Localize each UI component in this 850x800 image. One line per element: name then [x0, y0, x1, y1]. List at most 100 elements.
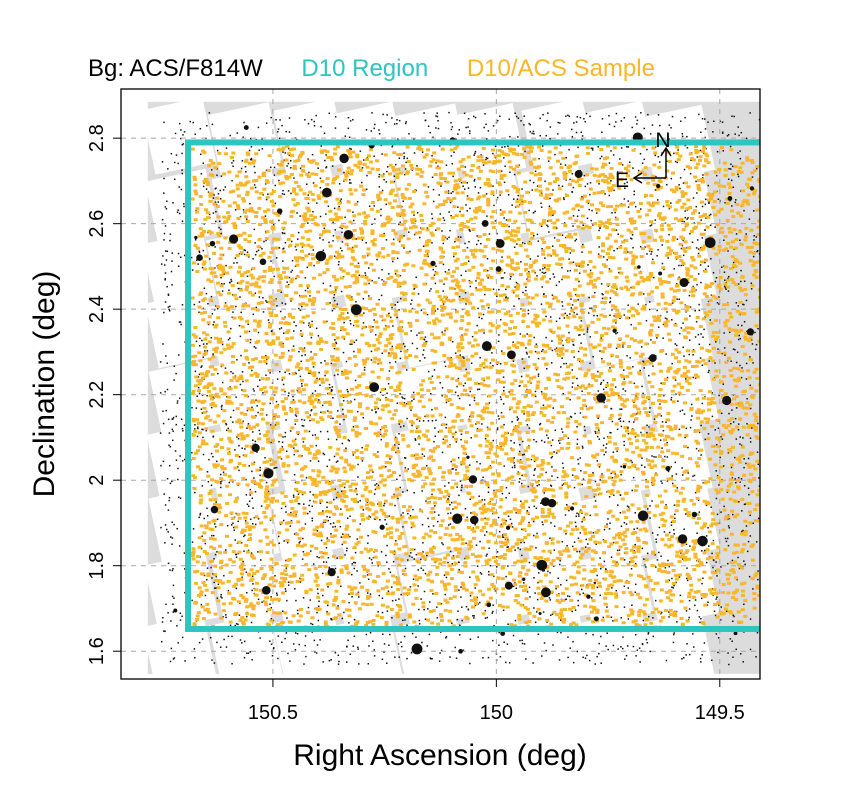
background-speck [284, 390, 286, 393]
acs-tile [144, 552, 219, 630]
background-speck [275, 466, 278, 469]
background-speck [287, 283, 290, 286]
sample-point [327, 481, 332, 485]
background-speck [294, 648, 297, 651]
background-speck [698, 450, 700, 452]
background-speck [612, 644, 615, 647]
background-speck [597, 390, 600, 392]
background-speck [243, 535, 245, 538]
background-speck [602, 388, 605, 391]
background-speck [572, 661, 575, 664]
background-speck [309, 419, 311, 422]
background-speck [407, 468, 409, 470]
background-speck [716, 575, 718, 577]
background-speck [431, 176, 434, 179]
background-speck [588, 659, 591, 662]
background-speck [266, 610, 268, 613]
sample-point [238, 618, 243, 622]
background-speck [566, 544, 568, 547]
background-speck [545, 649, 547, 652]
background-speck [462, 356, 464, 358]
background-speck [343, 338, 346, 340]
background-speck [359, 582, 361, 584]
background-speck [311, 320, 313, 323]
sample-point [452, 270, 457, 274]
background-speck [411, 400, 413, 402]
background-speck [627, 200, 629, 202]
background-speck [742, 437, 744, 439]
background-speck [281, 124, 283, 127]
background-speck [339, 200, 342, 202]
sample-point [700, 177, 705, 181]
background-speck [381, 658, 384, 661]
background-speck [335, 496, 338, 499]
background-speck [320, 362, 322, 364]
background-speck [631, 489, 634, 492]
background-speck [439, 652, 441, 654]
background-speck [335, 289, 337, 291]
background-speck [381, 611, 384, 614]
background-speck [620, 408, 623, 410]
background-speck [298, 643, 300, 646]
background-speck [732, 186, 735, 189]
background-speck [541, 350, 543, 353]
background-speck [229, 386, 231, 388]
background-speck [221, 283, 223, 285]
background-speck [732, 614, 735, 617]
background-speck [328, 566, 331, 569]
background-speck [590, 147, 593, 149]
background-speck [700, 131, 702, 134]
background-speck [371, 112, 373, 114]
background-speck [427, 255, 429, 258]
background-speck [517, 471, 520, 473]
background-speck [165, 250, 167, 252]
background-speck [739, 364, 741, 367]
background-speck [752, 522, 754, 525]
background-speck [303, 663, 305, 665]
background-speck [513, 464, 516, 467]
background-speck [771, 338, 773, 340]
background-speck [206, 515, 209, 517]
sample-point [578, 385, 583, 389]
background-speck [748, 218, 751, 220]
background-speck [503, 272, 506, 274]
background-speck [534, 395, 537, 398]
background-speck [685, 378, 687, 380]
background-speck [422, 353, 424, 356]
background-speck [540, 303, 543, 305]
background-speck [570, 298, 572, 300]
background-speck [550, 485, 553, 487]
background-speck [264, 183, 267, 185]
background-speck [622, 344, 624, 346]
background-speck [666, 480, 669, 482]
background-speck [482, 313, 485, 316]
background-speck [703, 328, 705, 331]
background-speck [631, 461, 633, 464]
background-speck [531, 132, 533, 135]
background-speck [299, 540, 301, 543]
background-speck [269, 166, 272, 169]
background-speck [381, 597, 384, 600]
background-speck [358, 663, 360, 665]
background-speck [674, 513, 676, 516]
background-speck [385, 181, 388, 183]
background-speck [339, 525, 342, 528]
background-speck [562, 467, 565, 469]
background-speck [178, 397, 181, 400]
background-speck [492, 288, 495, 290]
background-speck [420, 567, 423, 569]
background-speck [526, 591, 529, 593]
background-speck [576, 377, 578, 380]
background-speck [224, 302, 227, 304]
background-speck [500, 170, 503, 172]
background-speck [412, 391, 415, 394]
background-speck [172, 658, 175, 660]
background-speck [499, 318, 502, 321]
sample-point [214, 449, 219, 453]
background-speck [333, 374, 336, 377]
background-speck [307, 222, 309, 224]
sample-point [349, 507, 354, 511]
background-speck [661, 244, 664, 246]
background-speck [705, 198, 707, 201]
background-speck [768, 156, 770, 158]
